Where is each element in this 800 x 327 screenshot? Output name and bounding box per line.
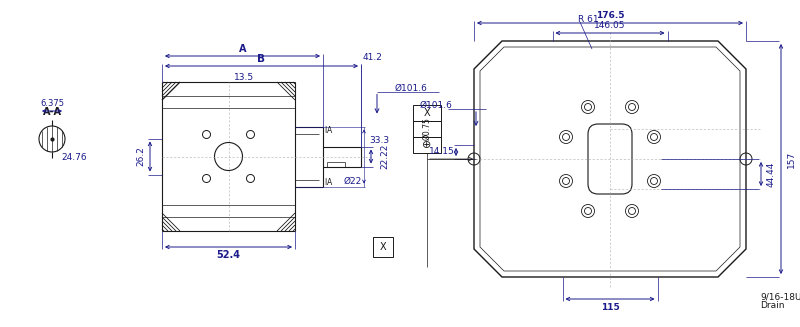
Bar bbox=[373, 237, 393, 257]
Text: ⊕: ⊕ bbox=[422, 140, 432, 150]
Text: Ø101.6: Ø101.6 bbox=[394, 84, 427, 93]
Text: 157: 157 bbox=[786, 150, 795, 168]
Text: 24.76: 24.76 bbox=[61, 152, 87, 162]
Text: R 61: R 61 bbox=[578, 14, 598, 24]
Text: Ø101.6: Ø101.6 bbox=[419, 100, 453, 110]
Text: 13.5: 13.5 bbox=[234, 74, 254, 82]
Text: 33.3: 33.3 bbox=[369, 136, 389, 145]
Text: A-A: A-A bbox=[42, 107, 62, 117]
Text: 52.4: 52.4 bbox=[217, 250, 241, 260]
Text: Ø22: Ø22 bbox=[344, 177, 362, 186]
Text: I: I bbox=[324, 178, 326, 187]
Text: B: B bbox=[258, 54, 266, 64]
Text: 41.2: 41.2 bbox=[363, 53, 383, 61]
Text: A: A bbox=[327, 126, 332, 135]
Text: X: X bbox=[424, 108, 430, 118]
Bar bbox=[413, 121, 441, 137]
Text: 26.2: 26.2 bbox=[137, 146, 146, 166]
Text: Drain: Drain bbox=[760, 301, 785, 311]
Text: 6.375: 6.375 bbox=[40, 99, 64, 109]
Bar bbox=[413, 137, 441, 153]
Text: 22.22: 22.22 bbox=[381, 144, 390, 169]
Text: 9/16-18UNF-2B: 9/16-18UNF-2B bbox=[760, 292, 800, 301]
Text: I: I bbox=[324, 126, 326, 135]
Text: A: A bbox=[238, 44, 246, 54]
Text: Ø0.75: Ø0.75 bbox=[422, 118, 431, 140]
Text: X: X bbox=[380, 242, 386, 252]
Text: 44.44: 44.44 bbox=[766, 161, 775, 187]
Text: 14.15: 14.15 bbox=[429, 147, 455, 157]
Text: 146.05: 146.05 bbox=[594, 22, 626, 30]
Text: 115: 115 bbox=[601, 302, 619, 312]
Text: A: A bbox=[327, 178, 332, 187]
Text: 176.5: 176.5 bbox=[596, 11, 624, 21]
Bar bbox=[413, 105, 441, 121]
